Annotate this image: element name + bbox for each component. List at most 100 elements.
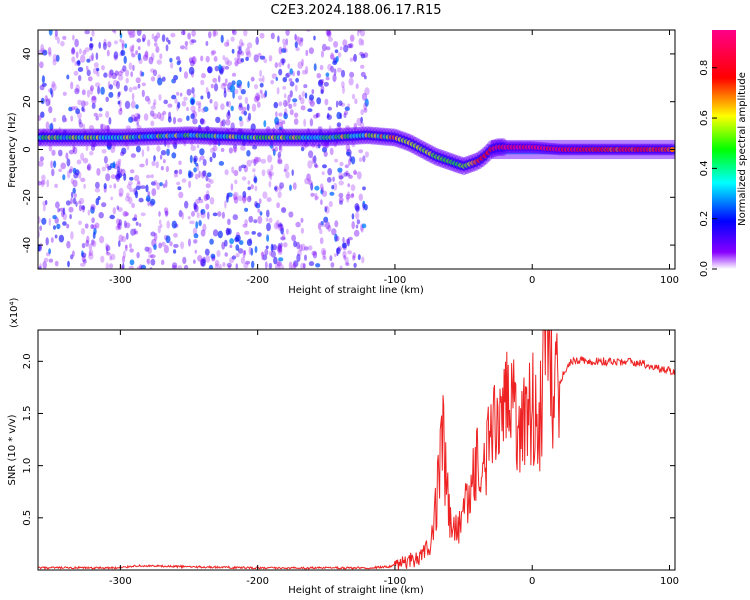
spectrogram-noise-cell (198, 102, 202, 109)
spectrogram-noise-cell (224, 65, 230, 70)
spectrogram-noise-cell (315, 145, 319, 149)
spectrogram-noise-cell (309, 94, 314, 101)
spectrogram-noise-cell (209, 156, 213, 163)
spectrogram-noise-cell (54, 234, 58, 239)
spectrogram-noise-cell (219, 263, 222, 269)
spectrogram-noise-cell (62, 91, 67, 96)
spectrogram-noise-cell (183, 141, 187, 147)
spectrogram-noise-cell (240, 257, 246, 264)
spectrogram-noise-cell (342, 86, 345, 94)
spectrogram-noise-cell (90, 206, 95, 214)
spectrogram-noise-cell (265, 245, 269, 250)
spectrogram-noise-cell (269, 140, 274, 149)
spectrogram-noise-cell (291, 234, 296, 242)
spectrogram-noise-cell (300, 217, 304, 223)
spectrogram-noise-cell (181, 178, 187, 183)
spectrogram-noise-cell (147, 191, 151, 197)
spectrogram-noise-cell (238, 165, 242, 172)
spectrogram-noise-cell (90, 204, 96, 211)
spectrogram-noise-cell (334, 233, 338, 242)
spectrogram-noise-cell (118, 240, 121, 248)
spectrogram-noise-cell (130, 228, 136, 236)
spectrogram-noise-cell (118, 222, 122, 230)
spectrogram-noise-cell (122, 250, 126, 259)
spectrogram-noise-cell (176, 56, 181, 61)
spectrogram-noise-cell (243, 262, 249, 269)
spectrogram-noise-cell (126, 183, 132, 190)
spectrogram-noise-cell (82, 123, 86, 131)
spectrogram-noise-cell (79, 48, 82, 55)
spectrogram-noise-cell (158, 242, 163, 249)
spectrogram-noise-cell (101, 202, 107, 208)
spectrogram-noise-cell (247, 180, 251, 185)
spectrogram-noise-cell (166, 148, 170, 156)
spectrogram-noise-cell (220, 34, 224, 44)
spectrogram-noise-cell (136, 30, 142, 36)
spectrogram-noise-cell (220, 120, 224, 127)
spectrogram-noise-cell (156, 182, 160, 191)
spectrogram-noise-cell (255, 157, 262, 163)
spectrogram-noise-cell (253, 156, 259, 165)
spectrogram-noise-cell (153, 35, 158, 43)
spectrogram-noise-cell (232, 30, 235, 34)
spectrogram-noise-cell (304, 177, 310, 185)
spectrogram-noise-cell (240, 145, 246, 151)
spectrogram-noise-cell (325, 30, 332, 37)
spectrogram-noise-cell (41, 174, 46, 181)
spectrogram-noise-cell (296, 70, 301, 76)
spectrogram-noise-cell (140, 264, 146, 269)
spectrogram-noise-cell (235, 234, 241, 242)
spectrogram-noise-cell (276, 245, 283, 253)
spectrogram-noise-cell (74, 61, 78, 66)
spectrogram-noise-cell (70, 191, 74, 199)
spectrogram-noise-cell (188, 171, 194, 178)
spectrogram-noise-cell (99, 235, 105, 244)
spectrogram-noise-cell (246, 195, 252, 203)
spectrogram-noise-cell (174, 98, 178, 104)
spectrogram-noise-cell (135, 145, 141, 153)
spectrogram-noise-cell (128, 62, 133, 70)
spectrogram-noise-cell (80, 54, 86, 63)
spectrogram-noise-cell (92, 231, 96, 239)
snr-panel: -300 -200 -100 0 100 0.5 1.0 1.5 2.0 Height of s… (7, 297, 679, 596)
spectrogram-noise-cell (338, 171, 344, 181)
spectrogram-noise-cell (346, 238, 350, 247)
spectrogram-noise-cell (220, 148, 225, 152)
spectrogram-noise-cell (137, 180, 141, 185)
spectrogram-noise-cell (239, 82, 242, 91)
spectrogram-noise-cell (225, 227, 231, 236)
spectrogram-noise-cell (108, 72, 112, 79)
spectrogram-noise-cell (274, 264, 280, 269)
spectrogram-noise-cell (213, 30, 219, 36)
spectrogram-noise-cell (181, 211, 184, 220)
spectrogram-noise-cell (269, 251, 272, 256)
spectrogram-noise-cell (327, 36, 333, 42)
spectrogram-noise-cell (150, 231, 156, 237)
spectrogram-noise-cell (332, 74, 337, 83)
spectrogram-noise-cell (307, 108, 313, 113)
spectrogram-noise-cell (107, 163, 110, 172)
spectrogram-noise-cell (111, 72, 117, 80)
spectrogram-noise-cell (139, 163, 145, 168)
spectrogram-noise-cell (240, 89, 246, 95)
spectrogram-noise-cell (190, 60, 195, 67)
x-tick-label: 100 (660, 275, 679, 286)
spectrogram-noise-cell (316, 97, 322, 105)
spectrogram-noise-cell (319, 183, 324, 190)
spectrogram-noise-cell (78, 171, 82, 179)
spectrogram-noise-cell (320, 221, 324, 226)
spectrogram-noise-cell (226, 60, 233, 66)
spectrogram-noise-cell (322, 164, 327, 169)
spectrogram-noise-cell (86, 165, 90, 171)
spectrogram-noise-cell (303, 118, 307, 127)
spectrogram-noise-cell (329, 255, 333, 262)
spectrogram-noise-cell (84, 47, 90, 53)
spectrogram-noise-cell (244, 96, 249, 105)
spectrogram-noise-cell (250, 76, 255, 82)
spectrogram-noise-cell (360, 30, 365, 37)
spectrogram-noise-cell (346, 172, 351, 177)
spectrogram-noise-cell (117, 74, 124, 81)
spectrogram-noise-cell (212, 152, 217, 159)
spectrogram-noise-cell (55, 201, 60, 209)
spectrogram-noise-cell (54, 183, 58, 188)
